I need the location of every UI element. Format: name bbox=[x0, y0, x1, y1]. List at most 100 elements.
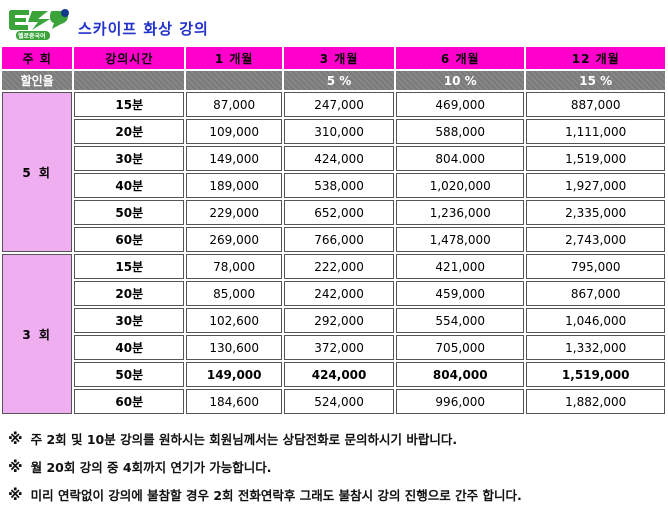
price-value: 292,000 bbox=[284, 308, 395, 333]
discount-value: 5 % bbox=[284, 71, 395, 90]
lecture-time: 50분 bbox=[74, 200, 185, 225]
note-text: 월 20회 강의 중 4회까지 연기가 가능합니다. bbox=[30, 460, 272, 475]
discount-value: 10 % bbox=[396, 71, 525, 90]
price-value: 804.000 bbox=[396, 146, 525, 171]
price-value: 1,882,000 bbox=[526, 389, 665, 414]
price-value: 247,000 bbox=[284, 92, 395, 117]
note-marker: ※ bbox=[8, 486, 23, 504]
price-value: 229,000 bbox=[186, 200, 283, 225]
discount-row: 할인율 5 % 10 % 15 % bbox=[2, 71, 665, 90]
lecture-time: 20분 bbox=[74, 119, 185, 144]
note-text: 미리 연락없이 강의에 불참할 경우 2회 전화연락후 그래도 불참시 강의 진… bbox=[30, 488, 522, 503]
price-value: 524,000 bbox=[284, 389, 395, 414]
price-value: 1,236,000 bbox=[396, 200, 525, 225]
price-value: 1,519,000 bbox=[526, 362, 665, 387]
price-row: 50분 149,000 424,000 804,000 1,519,000 bbox=[2, 362, 665, 387]
price-row: 20분 85,000 242,000 459,000 867,000 bbox=[2, 281, 665, 306]
price-value: 372,000 bbox=[284, 335, 395, 360]
price-value: 996,000 bbox=[396, 389, 525, 414]
price-row: 5 회 15분 87,000 247,000 469,000 887,000 bbox=[2, 92, 665, 252]
price-value: 424,000 bbox=[284, 146, 395, 171]
price-value: 538,000 bbox=[284, 173, 395, 198]
price-value: 1,332,000 bbox=[526, 335, 665, 360]
header-row: 주 회 강의시간 1 개월 3 개월 6 개월 12 개월 bbox=[2, 47, 665, 69]
price-value: 1,478,000 bbox=[396, 227, 525, 252]
price-value: 1,519,000 bbox=[526, 146, 665, 171]
price-row: 60분 269,000 766,000 1,478,000 2,743,000 bbox=[2, 227, 665, 252]
price-value: 130,600 bbox=[186, 335, 283, 360]
price-row: 40분 189,000 538,000 1,020,000 1,927,000 bbox=[2, 173, 665, 198]
price-value: 149,000 bbox=[186, 146, 283, 171]
price-value: 149,000 bbox=[186, 362, 283, 387]
price-value: 867,000 bbox=[526, 281, 665, 306]
price-value: 1,927,000 bbox=[526, 173, 665, 198]
price-value: 421,000 bbox=[396, 254, 525, 279]
price-value: 78,000 bbox=[186, 254, 283, 279]
price-value: 184,600 bbox=[186, 389, 283, 414]
column-header: 3 개월 bbox=[284, 47, 395, 69]
footnotes: ※ 주 2회 및 10분 강의를 원하시는 회원님께서는 상담전화로 문의하시기 … bbox=[8, 432, 668, 504]
column-header: 12 개월 bbox=[526, 47, 665, 69]
note-marker: ※ bbox=[8, 458, 23, 476]
price-value: 766,000 bbox=[284, 227, 395, 252]
price-value: 652,000 bbox=[284, 200, 395, 225]
price-value: 424,000 bbox=[284, 362, 395, 387]
price-row: 50분 229,000 652,000 1,236,000 2,335,000 bbox=[2, 200, 665, 225]
price-row: 20분 109,000 310,000 588,000 1,111,000 bbox=[2, 119, 665, 144]
price-value: 804,000 bbox=[396, 362, 525, 387]
price-value: 588,000 bbox=[396, 119, 525, 144]
note-line: ※ 주 2회 및 10분 강의를 원하시는 회원님께서는 상담전화로 문의하시기 … bbox=[8, 432, 668, 448]
price-value: 795,000 bbox=[526, 254, 665, 279]
column-header: 주 회 bbox=[2, 47, 73, 69]
lecture-time: 20분 bbox=[74, 281, 185, 306]
column-header: 강의시간 bbox=[74, 47, 185, 69]
price-value: 469,000 bbox=[396, 92, 525, 117]
logo-graphic bbox=[9, 9, 69, 40]
brand-bar: 헬로중국어 스카이프 화상 강의 bbox=[0, 0, 668, 44]
pricing-table-body: 5 회 15분 87,000 247,000 469,000 887,000 20분 109,… bbox=[2, 92, 665, 414]
discount-value: 15 % bbox=[526, 71, 665, 90]
lecture-time: 30분 bbox=[74, 308, 185, 333]
lecture-time: 50분 bbox=[74, 362, 185, 387]
price-value: 2,335,000 bbox=[526, 200, 665, 225]
logo-subtext: 헬로중국어 bbox=[18, 33, 46, 40]
price-value: 2,743,000 bbox=[526, 227, 665, 252]
column-header: 1 개월 bbox=[186, 47, 283, 69]
price-value: 554,000 bbox=[396, 308, 525, 333]
page-title: 스카이프 화상 강의 bbox=[78, 19, 209, 38]
lecture-time: 15분 bbox=[74, 92, 185, 117]
column-header: 6 개월 bbox=[396, 47, 525, 69]
price-value: 222,000 bbox=[284, 254, 395, 279]
price-row: 30분 102,600 292,000 554,000 1,046,000 bbox=[2, 308, 665, 333]
price-value: 242,000 bbox=[284, 281, 395, 306]
lecture-time: 30분 bbox=[74, 146, 185, 171]
lecture-time: 60분 bbox=[74, 389, 185, 414]
price-value: 1,111,000 bbox=[526, 119, 665, 144]
price-row: 30분 149,000 424,000 804.000 1,519,000 bbox=[2, 146, 665, 171]
note-line: ※ 미리 연락없이 강의에 불참할 경우 2회 전화연락후 그래도 불참시 강의 … bbox=[8, 488, 668, 504]
discount-label: 할인율 bbox=[2, 71, 73, 90]
price-value: 887,000 bbox=[526, 92, 665, 117]
price-value: 85,000 bbox=[186, 281, 283, 306]
lecture-time: 60분 bbox=[74, 227, 185, 252]
price-value: 109,000 bbox=[186, 119, 283, 144]
site-logo: 헬로중국어 bbox=[8, 5, 72, 41]
section-label: 3 회 bbox=[2, 254, 73, 414]
note-line: ※ 월 20회 강의 중 4회까지 연기가 가능합니다. bbox=[8, 460, 668, 476]
lecture-time: 40분 bbox=[74, 335, 185, 360]
lecture-time: 40분 bbox=[74, 173, 185, 198]
price-value: 269,000 bbox=[186, 227, 283, 252]
price-value: 459,000 bbox=[396, 281, 525, 306]
price-value: 310,000 bbox=[284, 119, 395, 144]
price-row: 60분 184,600 524,000 996,000 1,882,000 bbox=[2, 389, 665, 414]
price-row: 40분 130,600 372,000 705,000 1,332,000 bbox=[2, 335, 665, 360]
price-value: 705,000 bbox=[396, 335, 525, 360]
note-marker: ※ bbox=[8, 430, 23, 448]
price-value: 1,020,000 bbox=[396, 173, 525, 198]
price-value: 189,000 bbox=[186, 173, 283, 198]
lecture-time: 15분 bbox=[74, 254, 185, 279]
discount-value bbox=[186, 71, 283, 90]
